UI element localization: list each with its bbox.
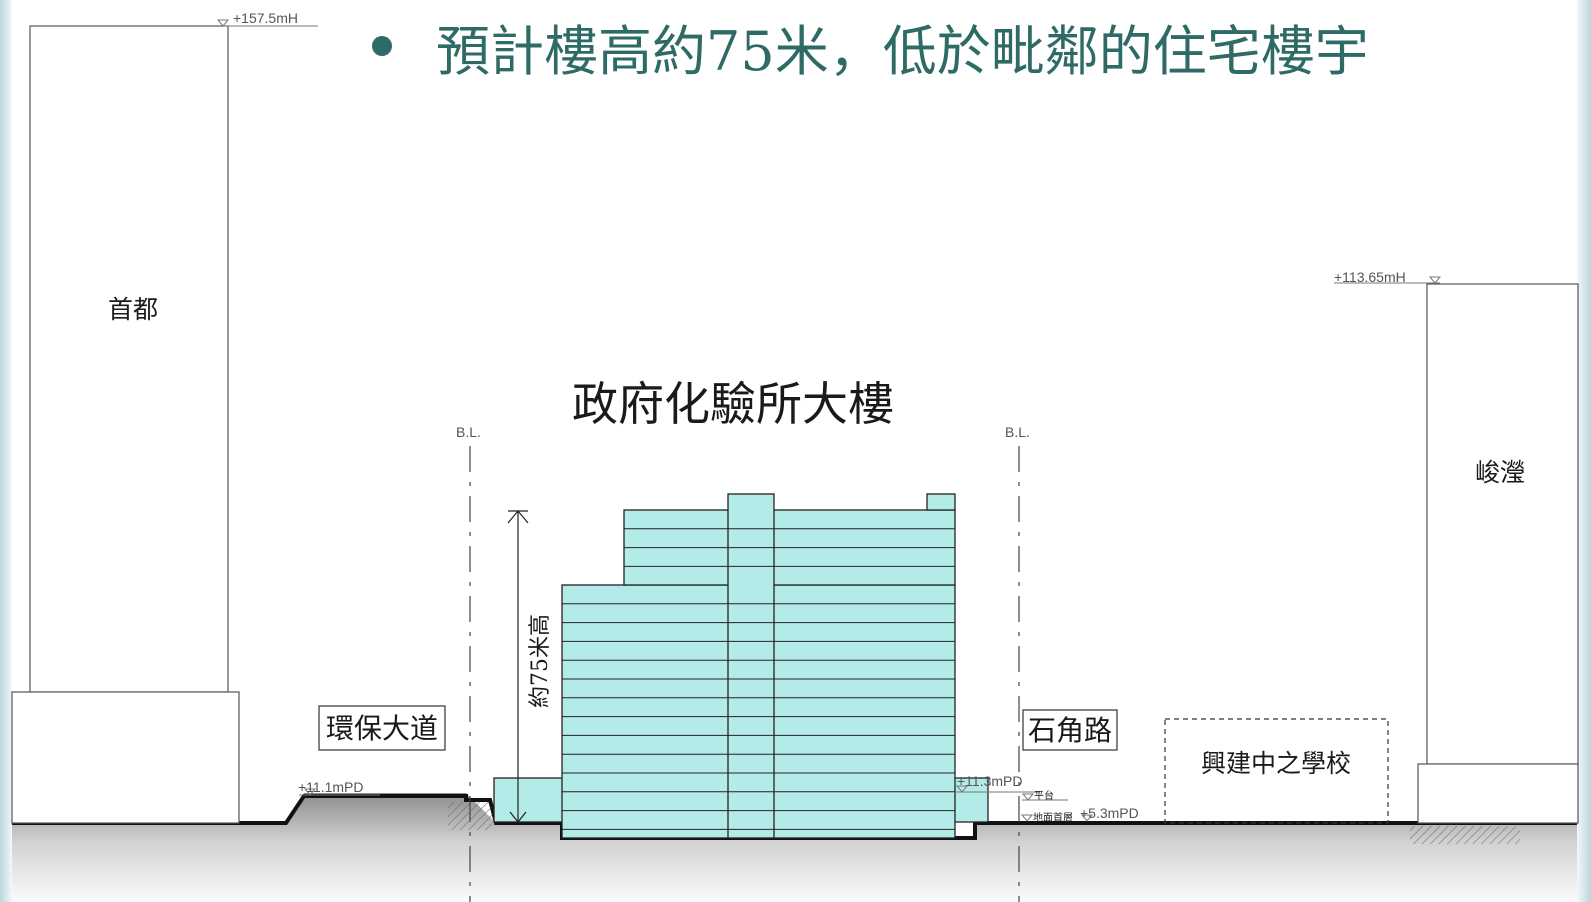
right-tower (1334, 276, 1579, 844)
left-ground-level: +11.1mPD (298, 779, 364, 795)
slide-heading: 預計樓高約75米，低於毗鄰的住宅樓宇 (372, 8, 1369, 84)
heading-text: 預計樓高約75米，低於毗鄰的住宅樓宇 (436, 19, 1369, 83)
left-ground-level-marker (299, 788, 380, 796)
platform-level: 平台 (1034, 789, 1054, 802)
floor-lines (562, 528, 955, 830)
right-road-label-box (1022, 709, 1118, 751)
right-tower-level: +113.65mH (1334, 269, 1406, 285)
left-tower-level: +157.5mH (233, 10, 298, 26)
platform-level-marker (1021, 793, 1068, 801)
baseline-left-label: B.L. (456, 424, 481, 440)
ground-floor-level: 地面首層 (1033, 811, 1073, 824)
school-label: 興建中之學校 (1201, 749, 1351, 778)
baseline-right-label: B.L. (1005, 424, 1030, 440)
building-title: 政府化驗所大樓 (572, 377, 894, 431)
left-tower-name: 首都 (108, 295, 158, 324)
ground-floor-level-marker (1020, 814, 1094, 822)
right-tower-name: 峻瀅 (1475, 458, 1525, 487)
ground-hatch-left (448, 802, 492, 830)
bullet-icon (372, 36, 392, 56)
right-road-label: 石角路 (1028, 714, 1112, 747)
left-tower (11, 19, 318, 824)
school-outline (1164, 718, 1389, 824)
right-ground-level: +5.3mPD (1080, 805, 1139, 821)
right-podium-level-marker (955, 785, 1040, 793)
ground-line (12, 794, 1577, 840)
government-laboratory-building (493, 493, 989, 839)
height-dimension-label: 約75米高 (528, 614, 553, 708)
right-podium-level: +11.3mPD (957, 773, 1023, 789)
slide-left-edge-decoration (0, 0, 12, 902)
slide-right-edge-decoration (1577, 0, 1591, 902)
left-road-label-box (318, 705, 446, 751)
left-road-label: 環保大道 (326, 712, 438, 745)
height-dimension (507, 510, 529, 823)
ground-band (12, 793, 1577, 902)
